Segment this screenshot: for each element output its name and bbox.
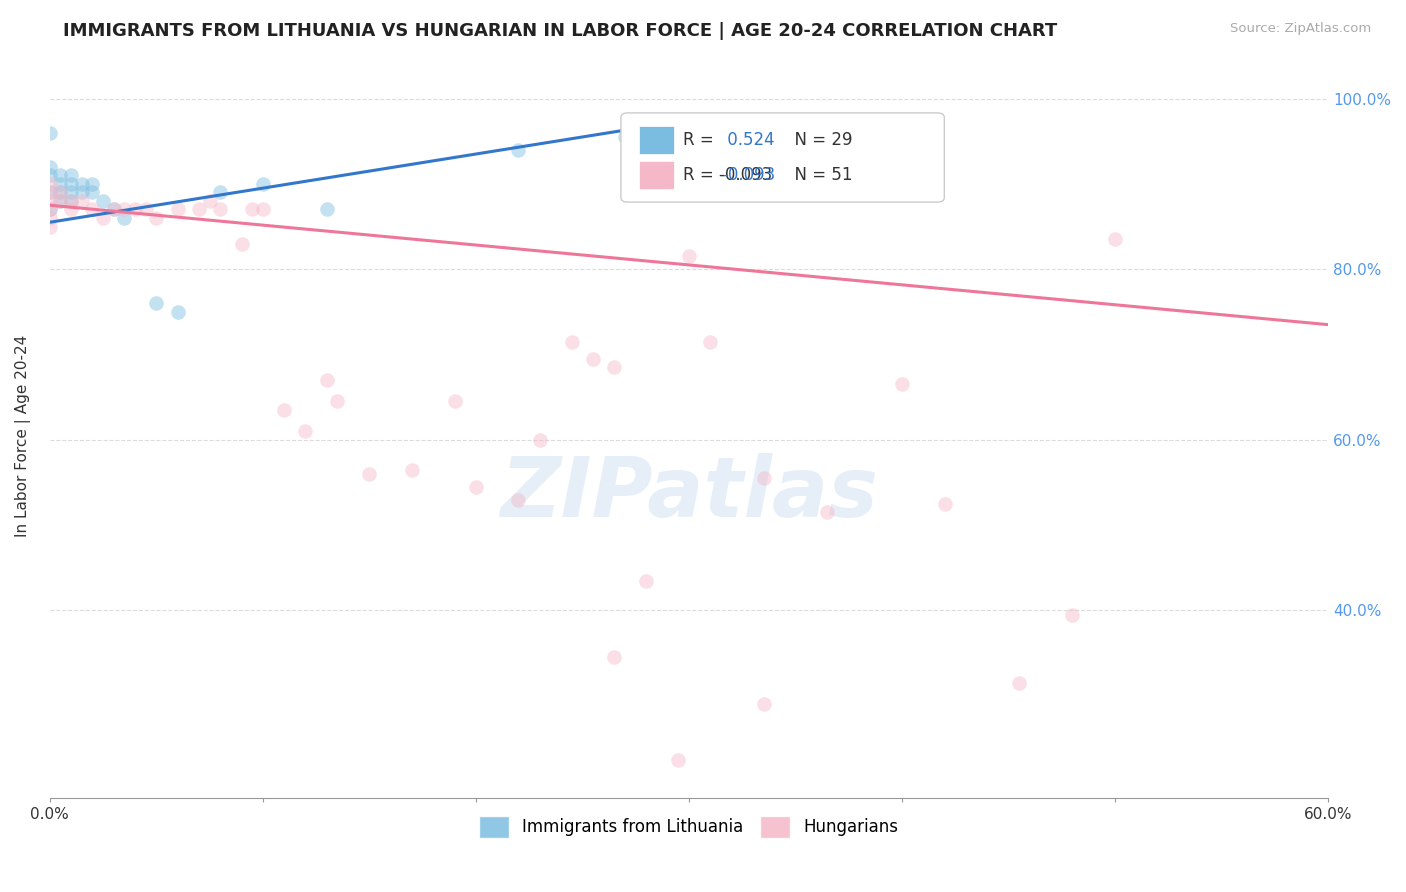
Point	[752, 471, 775, 485]
Point	[678, 249, 700, 263]
Point	[60, 202, 83, 217]
Point	[240, 202, 263, 217]
Point	[103, 202, 125, 217]
Point	[198, 194, 221, 208]
Point	[38, 202, 60, 217]
Point	[82, 186, 104, 200]
Point	[252, 177, 274, 191]
Point	[187, 202, 209, 217]
Point	[508, 492, 530, 507]
Point	[934, 497, 956, 511]
Text: -0.093: -0.093	[723, 166, 775, 184]
Point	[636, 574, 658, 588]
Point	[464, 480, 486, 494]
Point	[209, 202, 232, 217]
Point	[60, 194, 83, 208]
Point	[49, 169, 72, 183]
Text: R = -0.093: R = -0.093	[683, 166, 772, 184]
Point	[38, 169, 60, 183]
Point	[1104, 232, 1126, 246]
Point	[166, 202, 188, 217]
Point	[645, 121, 668, 136]
Point	[38, 202, 60, 217]
Point	[70, 186, 93, 200]
Point	[166, 305, 188, 319]
Point	[603, 650, 626, 665]
FancyBboxPatch shape	[621, 113, 945, 202]
Text: Source: ZipAtlas.com: Source: ZipAtlas.com	[1230, 22, 1371, 36]
Point	[103, 202, 125, 217]
Point	[70, 177, 93, 191]
Text: 0.524: 0.524	[723, 131, 775, 149]
Point	[252, 202, 274, 217]
Text: R =: R =	[683, 131, 718, 149]
Point	[752, 698, 775, 712]
Point	[60, 177, 83, 191]
FancyBboxPatch shape	[640, 161, 675, 189]
Point	[135, 202, 157, 217]
Point	[38, 219, 60, 234]
Point	[49, 177, 72, 191]
Point	[209, 186, 232, 200]
Point	[38, 126, 60, 140]
Y-axis label: In Labor Force | Age 20-24: In Labor Force | Age 20-24	[15, 334, 31, 537]
Point	[70, 194, 93, 208]
Point	[49, 186, 72, 200]
Point	[699, 334, 721, 349]
Text: N = 29: N = 29	[785, 131, 852, 149]
Point	[614, 130, 637, 145]
Point	[91, 194, 114, 208]
Point	[38, 186, 60, 200]
Point	[82, 177, 104, 191]
Point	[38, 186, 60, 200]
Point	[60, 169, 83, 183]
Point	[315, 202, 337, 217]
Point	[1008, 676, 1031, 690]
Point	[1062, 607, 1084, 622]
Point	[60, 186, 83, 200]
Point	[508, 143, 530, 157]
Point	[82, 202, 104, 217]
FancyBboxPatch shape	[640, 126, 675, 154]
Point	[38, 160, 60, 174]
Point	[326, 394, 349, 409]
Point	[294, 425, 316, 439]
Text: ZIPatlas: ZIPatlas	[501, 453, 877, 534]
Point	[145, 296, 167, 310]
Point	[38, 177, 60, 191]
Legend: Immigrants from Lithuania, Hungarians: Immigrants from Lithuania, Hungarians	[472, 809, 905, 844]
Point	[443, 394, 465, 409]
Point	[38, 194, 60, 208]
Point	[891, 377, 914, 392]
Point	[49, 194, 72, 208]
Point	[529, 433, 551, 447]
Point	[112, 211, 135, 225]
Point	[817, 505, 839, 519]
Point	[124, 202, 146, 217]
Point	[145, 211, 167, 225]
Point	[231, 236, 253, 251]
Point	[666, 753, 689, 767]
Point	[273, 403, 295, 417]
Text: IMMIGRANTS FROM LITHUANIA VS HUNGARIAN IN LABOR FORCE | AGE 20-24 CORRELATION CH: IMMIGRANTS FROM LITHUANIA VS HUNGARIAN I…	[63, 22, 1057, 40]
Point	[582, 351, 605, 366]
Point	[603, 360, 626, 375]
Point	[60, 194, 83, 208]
Point	[49, 194, 72, 208]
Point	[315, 373, 337, 387]
Point	[678, 147, 700, 161]
Point	[49, 186, 72, 200]
Point	[561, 334, 583, 349]
Point	[112, 202, 135, 217]
Text: N = 51: N = 51	[785, 166, 852, 184]
Point	[91, 211, 114, 225]
Point	[401, 463, 423, 477]
Point	[38, 211, 60, 225]
Point	[359, 467, 381, 481]
